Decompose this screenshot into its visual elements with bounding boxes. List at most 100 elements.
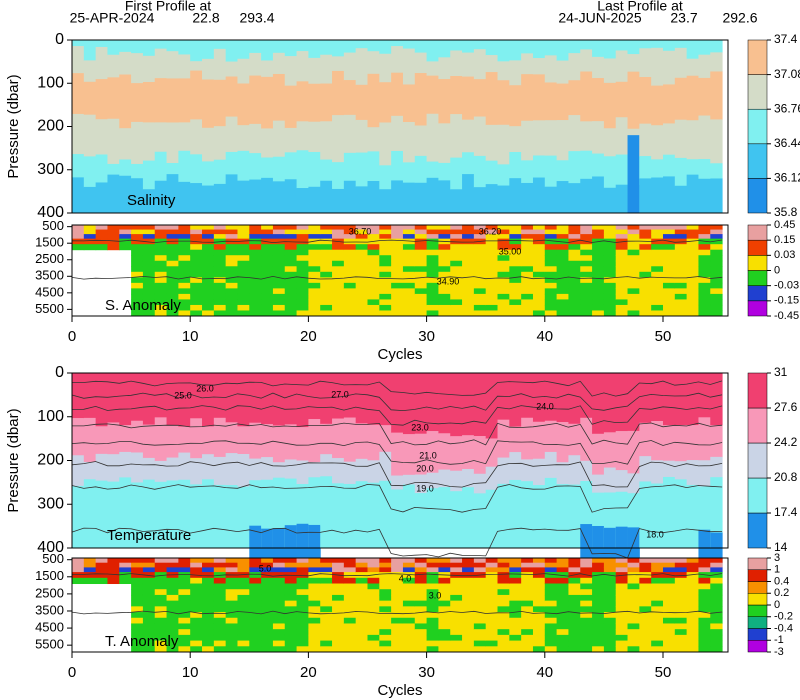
cell <box>710 567 723 573</box>
cell <box>521 589 534 596</box>
cell <box>651 282 664 289</box>
cell <box>72 373 85 419</box>
cell <box>532 177 546 214</box>
cell <box>485 234 499 240</box>
cell <box>414 493 428 521</box>
cell <box>367 525 380 549</box>
cell <box>438 57 451 80</box>
cell <box>532 74 546 121</box>
cell <box>592 271 605 278</box>
cell <box>509 266 522 273</box>
cell <box>556 234 569 240</box>
cell <box>627 594 640 602</box>
cell <box>166 310 179 317</box>
cell <box>686 299 699 306</box>
cell <box>698 178 711 214</box>
cell <box>568 455 581 486</box>
cell <box>580 255 593 262</box>
cell <box>698 583 711 590</box>
cell <box>698 40 711 56</box>
cell <box>615 225 629 231</box>
cell <box>544 299 558 306</box>
cell <box>603 492 617 530</box>
cell <box>603 634 617 642</box>
cell <box>402 310 416 317</box>
cell <box>521 612 534 619</box>
cell <box>414 125 428 157</box>
cell <box>450 491 463 526</box>
cell <box>509 225 522 231</box>
cell <box>651 600 664 607</box>
cell <box>308 600 321 607</box>
cell <box>225 606 238 613</box>
cell <box>674 282 688 289</box>
cell <box>296 299 309 306</box>
cell <box>509 612 522 619</box>
cell <box>686 594 699 602</box>
cell <box>544 155 558 188</box>
cell <box>308 40 321 59</box>
cell <box>592 562 605 568</box>
cell <box>426 282 439 289</box>
cell <box>686 260 699 267</box>
cell <box>142 562 156 568</box>
colorbar-tick-label: 31 <box>774 365 788 379</box>
cell <box>166 623 179 630</box>
cell <box>379 189 392 214</box>
cell <box>402 646 416 653</box>
cell <box>332 40 345 57</box>
cell <box>509 277 522 284</box>
cell <box>72 46 85 74</box>
cell <box>674 640 688 647</box>
colorbar-segment <box>747 407 768 444</box>
cell <box>190 558 203 564</box>
cell <box>556 266 569 273</box>
cell <box>154 234 168 240</box>
y-tick-label: 0 <box>55 364 64 381</box>
cell <box>556 299 569 306</box>
cell <box>202 629 215 636</box>
cell <box>497 249 510 256</box>
cell <box>131 562 144 568</box>
cell <box>332 623 345 630</box>
cell <box>568 310 581 317</box>
colorbar-tick-label: -0.03 <box>774 280 799 292</box>
cell <box>379 225 392 231</box>
cell <box>320 54 333 85</box>
cell <box>367 629 380 636</box>
cell <box>332 606 345 613</box>
cell <box>639 229 652 235</box>
cell <box>332 646 345 653</box>
cell <box>580 234 593 240</box>
cell <box>178 589 191 596</box>
cell <box>426 373 439 432</box>
cell <box>627 612 640 619</box>
x-tick-label: 0 <box>68 328 76 345</box>
cell <box>83 229 97 235</box>
cell <box>639 617 652 624</box>
cell <box>462 562 475 568</box>
cell <box>107 174 120 214</box>
cell <box>391 40 404 47</box>
cell <box>166 558 179 564</box>
x-axis-title: Cycles <box>377 682 422 699</box>
cell <box>343 558 357 564</box>
cell <box>426 271 439 278</box>
cell <box>166 567 179 573</box>
cell <box>627 606 640 613</box>
cell <box>556 293 569 300</box>
cell <box>131 244 144 251</box>
cell <box>462 152 475 175</box>
cell <box>95 154 108 183</box>
cell <box>662 634 676 642</box>
cell <box>615 310 629 317</box>
cell <box>532 373 546 423</box>
cell <box>308 304 321 311</box>
cell <box>261 229 274 235</box>
cell <box>698 634 711 642</box>
cell <box>497 164 510 187</box>
cell <box>532 238 546 245</box>
cell <box>462 567 475 573</box>
cell <box>651 238 664 245</box>
cell <box>497 419 510 459</box>
